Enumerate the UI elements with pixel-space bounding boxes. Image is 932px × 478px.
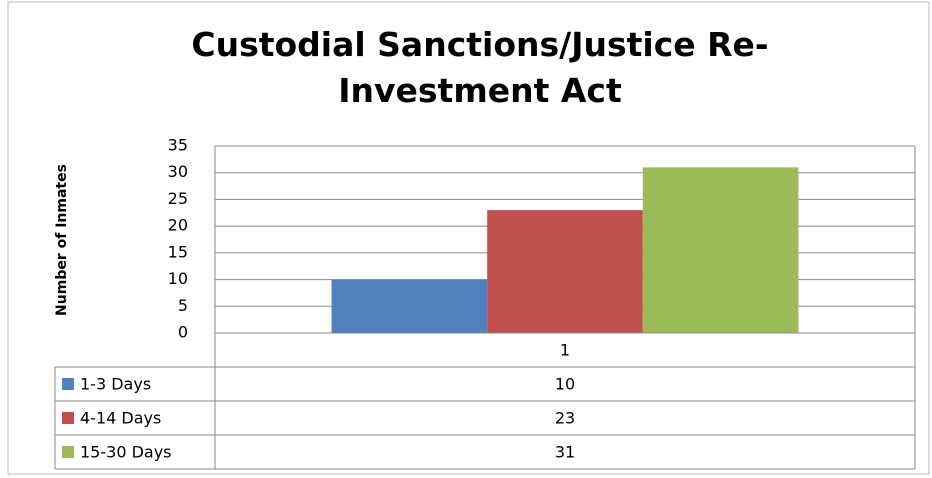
- y-tick-label: 5: [178, 296, 188, 315]
- legend-label: 4-14 Days: [80, 409, 161, 428]
- legend-label: 15-30 Days: [80, 443, 172, 462]
- chart-border: [7, 1, 930, 475]
- y-tick-label: 0: [178, 323, 188, 342]
- x-tick-label: 1: [560, 341, 570, 360]
- bar: [487, 210, 643, 333]
- legend-swatch: [62, 412, 74, 424]
- legend-label: 1-3 Days: [80, 375, 151, 394]
- y-tick-label: 30: [168, 162, 188, 181]
- y-tick-label: 20: [168, 216, 188, 235]
- bar: [642, 167, 799, 333]
- y-tick-label: 35: [168, 136, 188, 155]
- legend-swatch: [62, 378, 74, 390]
- legend-swatch: [62, 446, 74, 458]
- table-value: 23: [555, 409, 575, 428]
- bar: [331, 279, 488, 333]
- chart-title: Custodial Sanctions/Justice Re-Investmen…: [191, 25, 769, 110]
- table-value: 31: [555, 443, 575, 462]
- table-value: 10: [555, 375, 575, 394]
- y-axis-label: Number of Inmates: [54, 164, 70, 316]
- y-tick-label: 15: [168, 242, 188, 261]
- y-tick-label: 25: [168, 189, 188, 208]
- y-tick-label: 10: [168, 269, 188, 288]
